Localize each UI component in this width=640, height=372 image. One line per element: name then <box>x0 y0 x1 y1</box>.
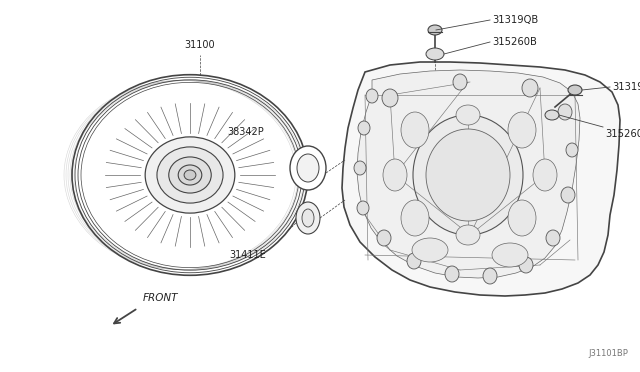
Ellipse shape <box>561 187 575 203</box>
Ellipse shape <box>401 112 429 148</box>
Ellipse shape <box>566 143 578 157</box>
Ellipse shape <box>145 137 235 213</box>
Ellipse shape <box>72 75 308 275</box>
Ellipse shape <box>383 159 407 191</box>
Ellipse shape <box>445 266 459 282</box>
Ellipse shape <box>377 230 391 246</box>
Ellipse shape <box>545 110 559 120</box>
Ellipse shape <box>522 79 538 97</box>
Text: 31100: 31100 <box>185 40 215 50</box>
Text: 315260B: 315260B <box>605 129 640 139</box>
Ellipse shape <box>453 74 467 90</box>
Text: J31101BP: J31101BP <box>588 349 628 358</box>
Ellipse shape <box>533 159 557 191</box>
Ellipse shape <box>426 129 510 221</box>
Ellipse shape <box>401 200 429 236</box>
Ellipse shape <box>456 105 480 125</box>
Ellipse shape <box>508 112 536 148</box>
Ellipse shape <box>568 85 582 95</box>
Text: 313190B: 313190B <box>612 82 640 92</box>
Ellipse shape <box>169 157 211 193</box>
Ellipse shape <box>358 121 370 135</box>
Ellipse shape <box>492 243 528 267</box>
Text: 31319QB: 31319QB <box>492 15 538 25</box>
Ellipse shape <box>357 201 369 215</box>
Ellipse shape <box>296 202 320 234</box>
Ellipse shape <box>297 154 319 182</box>
Ellipse shape <box>366 89 378 103</box>
Ellipse shape <box>428 25 442 35</box>
Ellipse shape <box>157 147 223 203</box>
Text: FRONT: FRONT <box>143 293 179 303</box>
Ellipse shape <box>302 209 314 227</box>
Ellipse shape <box>290 146 326 190</box>
Ellipse shape <box>483 268 497 284</box>
Ellipse shape <box>413 115 523 235</box>
Ellipse shape <box>382 89 398 107</box>
Text: 31411E: 31411E <box>229 250 266 260</box>
Ellipse shape <box>426 48 444 60</box>
Polygon shape <box>357 70 580 278</box>
Ellipse shape <box>456 225 480 245</box>
Ellipse shape <box>407 253 421 269</box>
Ellipse shape <box>354 161 366 175</box>
Ellipse shape <box>508 200 536 236</box>
Ellipse shape <box>519 257 533 273</box>
Ellipse shape <box>558 104 572 120</box>
Text: 38342P: 38342P <box>227 127 264 137</box>
Text: 315260B: 315260B <box>492 37 537 47</box>
Ellipse shape <box>412 238 448 262</box>
Ellipse shape <box>546 230 560 246</box>
Ellipse shape <box>178 165 202 185</box>
Polygon shape <box>342 62 620 296</box>
Ellipse shape <box>184 170 196 180</box>
